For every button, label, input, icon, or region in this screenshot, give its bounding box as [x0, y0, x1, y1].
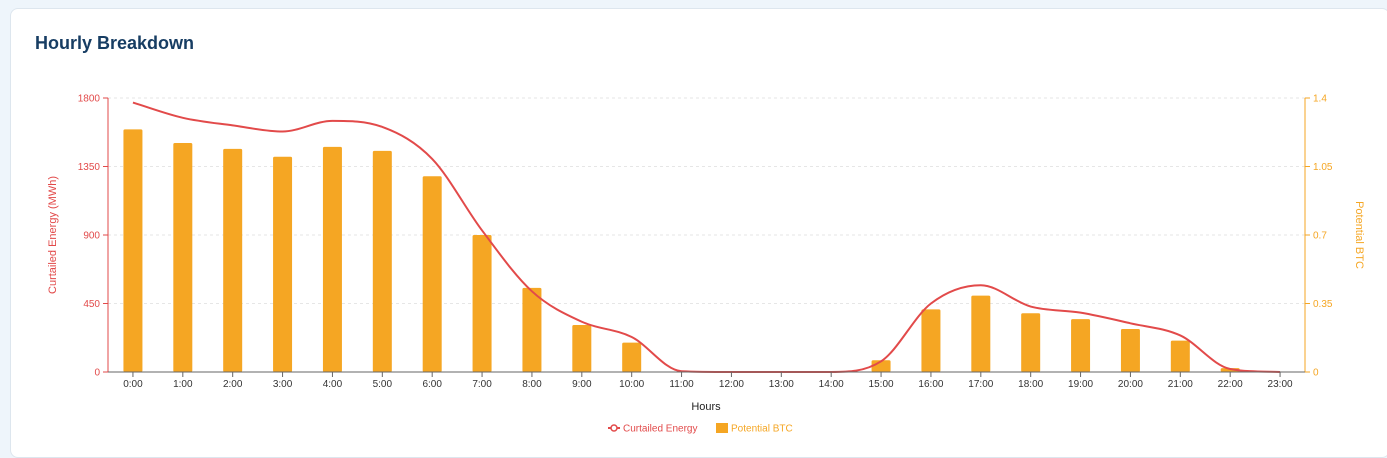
y-left-axis-title: Curtailed Energy (MWh) — [47, 176, 59, 294]
btc-bar — [522, 287, 542, 372]
left-tick-label: 450 — [83, 299, 100, 310]
x-tick-label: 10:00 — [619, 379, 644, 390]
btc-bar — [273, 156, 293, 372]
x-tick-label: 4:00 — [323, 379, 343, 390]
x-tick-label: 0:00 — [123, 379, 143, 390]
btc-bar — [223, 148, 243, 372]
x-tick-label: 13:00 — [769, 379, 794, 390]
x-tick-label: 1:00 — [173, 379, 193, 390]
btc-bar — [372, 150, 392, 372]
btc-bar — [1021, 313, 1041, 372]
axes: 0 450 900 1350 1800 0 0.35 0.7 1.05 1.4 0:00 1:00 2:… — [78, 94, 1333, 391]
left-tick-label: 1350 — [78, 162, 101, 173]
x-tick-label: 7:00 — [472, 379, 492, 390]
btc-bar — [1071, 319, 1091, 372]
x-tick-label: 12:00 — [719, 379, 744, 390]
left-tick-label: 0 — [94, 368, 100, 379]
right-tick-label: 1.05 — [1313, 162, 1333, 173]
x-tick-label: 16:00 — [918, 379, 943, 390]
btc-bar — [921, 309, 941, 372]
x-tick-label: 5:00 — [373, 379, 393, 390]
btc-bar — [472, 235, 492, 372]
x-tick-label: 18:00 — [1018, 379, 1043, 390]
grid-lines — [108, 97, 1305, 304]
legend-btc-label: Potential BTC — [731, 424, 793, 435]
btc-bar — [123, 129, 143, 372]
x-tick-label: 2:00 — [223, 379, 243, 390]
btc-bar — [622, 342, 642, 372]
legend-energy-marker — [610, 424, 618, 432]
x-tick-label: 14:00 — [819, 379, 844, 390]
right-tick-label: 0.35 — [1313, 299, 1333, 310]
btc-bar — [1120, 328, 1140, 372]
legend-btc-swatch — [716, 423, 728, 433]
x-tick-label: 23:00 — [1268, 379, 1293, 390]
btc-bar — [971, 295, 991, 372]
x-tick-label: 20:00 — [1118, 379, 1143, 390]
right-tick-label: 0.7 — [1313, 231, 1327, 242]
x-tick-label: 17:00 — [968, 379, 993, 390]
legend-item-btc[interactable]: Potential BTC — [716, 423, 793, 435]
right-tick-label: 0 — [1313, 368, 1319, 379]
x-tick-label: 21:00 — [1168, 379, 1193, 390]
energy-line — [132, 101, 1281, 373]
right-tick-label: 1.4 — [1313, 94, 1327, 105]
btc-bar — [422, 176, 442, 372]
btc-bars — [123, 129, 1240, 372]
x-axis-title: Hours — [691, 401, 721, 413]
x-tick-label: 15:00 — [869, 379, 894, 390]
energy-line-layer — [132, 101, 1281, 373]
left-tick-label: 1800 — [78, 94, 101, 105]
x-tick-label: 8:00 — [522, 379, 542, 390]
x-tick-label: 3:00 — [273, 379, 293, 390]
btc-bar — [572, 325, 592, 372]
btc-bar — [173, 143, 193, 372]
x-tick-label: 9:00 — [572, 379, 592, 390]
btc-bar — [1170, 340, 1190, 372]
x-tick-label: 6:00 — [422, 379, 442, 390]
x-tick-label: 22:00 — [1218, 379, 1243, 390]
card-title: Hourly Breakdown — [35, 33, 195, 53]
btc-bar — [322, 146, 342, 372]
legend-item-energy[interactable]: Curtailed Energy — [608, 424, 697, 435]
legend: Curtailed Energy Potential BTC — [608, 423, 793, 435]
y-right-axis-title: Potential BTC — [1353, 201, 1365, 269]
hourly-breakdown-chart: 0 450 900 1350 1800 0 0.35 0.7 1.05 1.4 0:00 1:00 2:… — [47, 94, 1365, 435]
legend-energy-label: Curtailed Energy — [623, 424, 697, 435]
left-tick-label: 900 — [83, 231, 100, 242]
x-tick-label: 11:00 — [669, 379, 694, 390]
x-tick-label: 19:00 — [1068, 379, 1093, 390]
